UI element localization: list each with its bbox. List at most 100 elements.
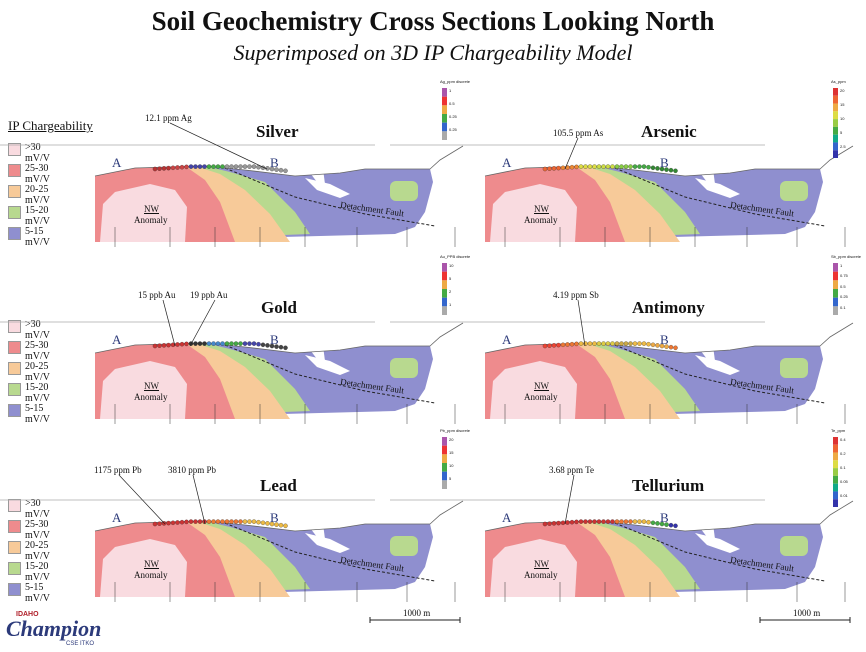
soil-sample-point (650, 520, 656, 526)
page-subtitle: Superimposed on 3D IP Chargeability Mode… (233, 40, 633, 65)
soil-sample-point (274, 167, 279, 172)
soil-sample-point (175, 342, 180, 347)
colorbar-title: Au_PPB discrete (440, 254, 471, 259)
detachment-fault (614, 522, 826, 582)
soil-sample-point (215, 519, 221, 524)
point-b-label: B (660, 332, 669, 347)
soil-sample-point (202, 341, 207, 346)
value-annotation: 4.19 ppm Sb (553, 290, 599, 300)
soil-sample-point (619, 164, 624, 169)
soil-sample-point (664, 167, 669, 172)
colorbar-title: As_ppm (831, 79, 846, 84)
colorbar-segment (833, 271, 838, 281)
anomaly-label: NW (144, 204, 159, 214)
colorbar-segment (833, 134, 838, 143)
soil-sample-point (542, 343, 548, 349)
soil-sample-point (256, 519, 261, 525)
legend-label: 5-15 mV/V (25, 403, 50, 425)
zone-over-30 (490, 184, 577, 242)
colorbar-segment (442, 471, 447, 481)
soil-sample-point (569, 164, 575, 170)
colorbar-title: Sb_ppm discrete (831, 254, 862, 259)
soil-sample-point (242, 341, 248, 346)
soil-sample-point (238, 519, 243, 524)
soil-sample-point (565, 342, 570, 347)
soil-sample-point (596, 164, 602, 169)
soil-sample-point (157, 166, 162, 171)
colorbar-tick: 1 (840, 263, 843, 268)
soil-sample-point (641, 519, 647, 524)
anomaly-label: NW (534, 381, 549, 391)
legend-swatch (8, 362, 21, 375)
soil-sample-point (197, 164, 203, 169)
soil-sample-point (179, 164, 185, 170)
soil-sample-point (229, 164, 234, 169)
colorbar-segment (442, 463, 447, 472)
soil-sample-point (184, 341, 189, 347)
colorbar-segment (833, 460, 838, 469)
annotation-leader (564, 137, 579, 170)
colorbar-tick: 0.1 (840, 465, 846, 470)
zone-over-30 (100, 361, 187, 419)
soil-sample-point (233, 341, 239, 346)
soil-sample-point (610, 519, 615, 524)
soil-sample-point (179, 341, 185, 347)
annotation-leader (564, 474, 575, 525)
void-area (305, 355, 350, 375)
scale-label: 1000 m (793, 608, 821, 618)
logo-name: Champion (6, 616, 102, 641)
soil-sample-point (623, 341, 629, 346)
soil-sample-point (269, 521, 275, 527)
logo-idaho: IDAHO (16, 611, 39, 618)
anomaly-label: NW (534, 559, 549, 569)
legend-label: 5-15 mV/V (25, 226, 50, 248)
legend-label: 15-20 mV/V (25, 561, 50, 583)
colorbar-segment (833, 452, 838, 461)
colorbar-tick: 2.5 (840, 144, 846, 149)
soil-sample-point (166, 342, 171, 348)
legend-swatch (8, 404, 21, 417)
colorbar-tick: 5 (840, 130, 843, 135)
soil-sample-point (592, 341, 597, 346)
anomaly-label: Anomaly (524, 570, 558, 580)
soil-sample-point (601, 341, 606, 346)
colorbar-segment (833, 126, 838, 135)
soil-sample-point (188, 519, 194, 524)
colorbar-tick: 1 (449, 302, 452, 307)
soil-sample-point (197, 519, 203, 524)
soil-sample-point (256, 341, 261, 347)
soil-sample-point (565, 520, 570, 525)
anomaly-label: Anomaly (134, 570, 168, 580)
soil-sample-point (628, 164, 633, 169)
annotation-leader (162, 299, 176, 347)
colorbar-segment (833, 263, 838, 272)
legend-swatch (8, 499, 21, 512)
soil-sample-point (220, 164, 225, 169)
soil-sample-point (560, 520, 566, 526)
point-a-label: A (112, 155, 122, 170)
colorbar-tick: 10 (449, 463, 454, 468)
soil-sample-point (587, 341, 593, 346)
soil-sample-point (193, 341, 198, 346)
colorbar-segment (833, 111, 838, 120)
soil-sample-point (664, 522, 669, 527)
soil-sample-point (152, 166, 158, 172)
soil-sample-point (206, 519, 212, 524)
colorbar-tick: 0.1 (840, 304, 846, 310)
soil-sample-point (628, 341, 633, 346)
soil-sample-point (188, 164, 194, 169)
soil-sample-point (283, 345, 288, 351)
soil-sample-point (596, 519, 602, 524)
soil-sample-point (220, 341, 225, 346)
soil-sample-point (179, 519, 185, 525)
colorbar-tick: 0.75 (840, 273, 848, 279)
soil-sample-point (269, 166, 275, 172)
page-title: Soil Geochemistry Cross Sections Looking… (151, 6, 715, 36)
section-arsenic (390, 88, 854, 247)
zone-15-20-patch (390, 181, 418, 201)
section-label-silver: Silver (256, 122, 299, 141)
soil-sample-point (619, 519, 624, 524)
legend-label: >30 mV/V (25, 142, 50, 164)
legend-label: 5-15 mV/V (25, 582, 50, 604)
